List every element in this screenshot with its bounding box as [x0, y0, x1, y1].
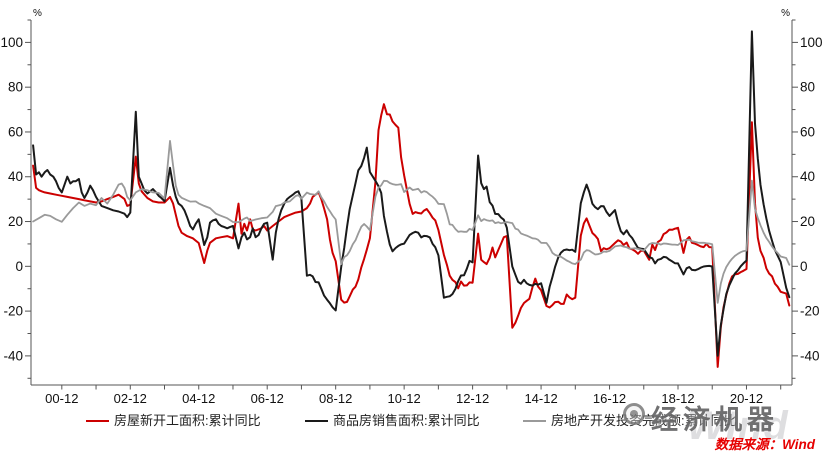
y-tick-label-right: -20 [800, 304, 820, 319]
x-tick-label: 10-12 [388, 391, 421, 406]
x-tick-label: 16-12 [593, 391, 626, 406]
x-tick-label: 00-12 [45, 391, 78, 406]
y-tick-label-left: 20 [8, 214, 23, 229]
x-tick-label: 18-12 [661, 391, 694, 406]
x-tick-label: 20-12 [730, 391, 763, 406]
y-tick-label-right: 0 [800, 259, 808, 274]
legend-label: 商品房销售面积:累计同比 [333, 413, 480, 428]
legend-marker-icon [523, 419, 546, 423]
series-line-0 [32, 103, 791, 368]
x-tick-label: 12-12 [456, 391, 489, 406]
y-tick-label-right: 20 [800, 214, 815, 229]
series-line-1 [32, 30, 791, 357]
y-tick-label-left: 60 [8, 124, 23, 139]
line-chart: -40 -40 -20 -20 0 0 20 20 40 40 60 60 80 80 100 100% % 00… [0, 8, 823, 406]
y-tick-label-left: -40 [3, 348, 23, 363]
x-tick-label: 08-12 [319, 391, 352, 406]
data-source-label: 数据来源：Wind [714, 437, 815, 452]
y-unit-label-left: % [33, 8, 42, 19]
legend-marker-icon [305, 419, 328, 423]
y-unit-label-right: % [781, 8, 790, 19]
y-tick-label-left: -20 [3, 304, 23, 319]
y-tick-label-right: -40 [800, 348, 820, 363]
x-tick-label: 06-12 [251, 391, 284, 406]
x-tick-label: 14-12 [524, 391, 557, 406]
legend-item-2: 房地产开发投资完成额:累计同比 [523, 411, 737, 431]
legend-label: 房屋新开工面积:累计同比 [114, 413, 261, 428]
legend-marker-icon [86, 419, 109, 423]
y-tick-label-left: 100 [0, 35, 23, 50]
series-line-2 [32, 140, 791, 304]
y-tick-label-left: 0 [15, 259, 23, 274]
legend-item-1: 商品房销售面积:累计同比 [305, 411, 480, 431]
y-tick-label-right: 100 [800, 35, 823, 50]
x-tick-label: 04-12 [182, 391, 215, 406]
y-tick-label-right: 60 [800, 124, 815, 139]
x-tick-label: 02-12 [114, 391, 147, 406]
y-tick-label-right: 80 [800, 80, 815, 95]
y-tick-label-right: 40 [800, 169, 815, 184]
legend-label: 房地产开发投资完成额:累计同比 [551, 413, 737, 428]
y-tick-label-left: 80 [8, 80, 23, 95]
legend: 房屋新开工面积:累计同比 商品房销售面积:累计同比 房地产开发投资完成额:累计同比 [0, 411, 831, 433]
legend-item-0: 房屋新开工面积:累计同比 [86, 411, 261, 431]
y-tick-label-left: 40 [8, 169, 23, 184]
